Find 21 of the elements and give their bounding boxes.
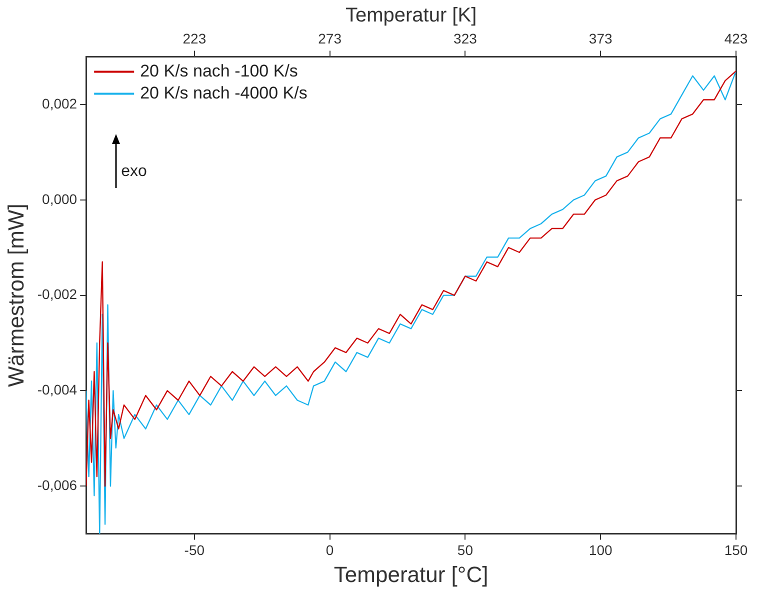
annotation: exo	[121, 163, 147, 180]
x2-tick-label: 273	[318, 30, 342, 46]
legend-label: 20 K/s nach -100 K/s	[140, 61, 298, 80]
x-tick-label: -50	[184, 542, 205, 558]
y-axis-title: Wärmestrom [mW]	[3, 204, 28, 387]
x-axis-title: Temperatur [°C]	[334, 562, 488, 587]
y-tick-label: -0,006	[37, 476, 78, 493]
x2-tick-label: 323	[454, 30, 478, 46]
x2-tick-label: 373	[588, 30, 612, 46]
x-tick-label: 100	[588, 542, 612, 558]
x2-tick-label: 223	[182, 30, 206, 46]
legend-label: 20 K/s nach -4000 K/s	[140, 83, 308, 102]
x-tick-label: 50	[457, 542, 474, 558]
x2-tick-label: 423	[724, 30, 748, 46]
x-tick-label: 0	[326, 542, 334, 558]
y-tick-label: -0,002	[37, 286, 78, 302]
y-tick-label: 0,000	[42, 190, 78, 207]
y-tick-label: -0,004	[37, 382, 78, 398]
y-tick-label: 0,002	[42, 95, 78, 112]
x2-axis-title: Temperatur [K]	[345, 4, 477, 27]
x-tick-label: 150	[724, 542, 748, 558]
